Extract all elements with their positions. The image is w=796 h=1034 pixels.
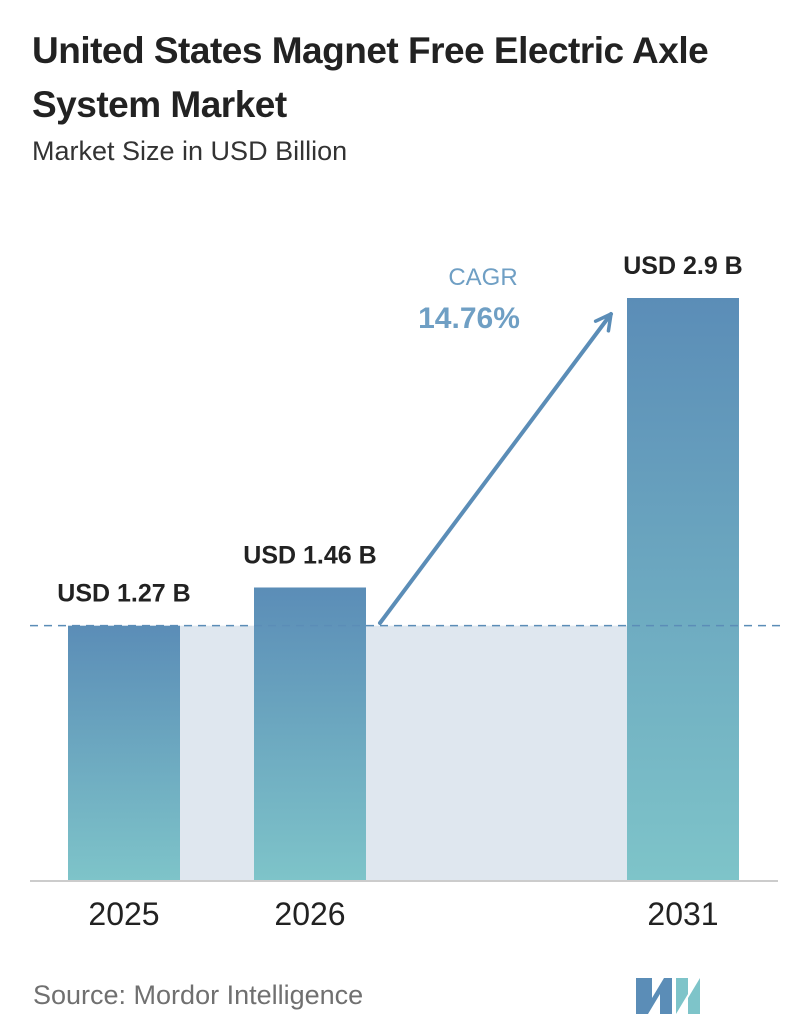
bar-2025 [68,625,180,881]
bar-2026 [254,587,366,881]
data-label-2025: USD 1.27 B [57,580,190,608]
source-note: Source: Mordor Intelligence [33,980,364,1010]
data-label-2031: USD 2.9 B [623,252,742,280]
band-connector [366,625,627,881]
x-tick-2025: 2025 [88,896,159,932]
cagr-value: 14.76% [418,302,520,335]
x-tick-2031: 2031 [647,896,718,932]
mordor-logo-icon [636,978,700,1014]
data-label-2026: USD 1.46 B [243,541,376,569]
bar-chart: USD 1.27 B USD 1.46 B USD 2.9 B 2025 2026 20… [30,252,780,932]
cagr-arrow [378,312,613,625]
x-tick-2026: 2026 [274,896,345,932]
chart-title: United States Magnet Free Electric Axle … [32,30,709,125]
band-connector [180,625,254,881]
cagr-label: CAGR [448,264,517,291]
chart-subtitle: Market Size in USD Billion [32,136,348,166]
bar-2031 [627,298,739,881]
